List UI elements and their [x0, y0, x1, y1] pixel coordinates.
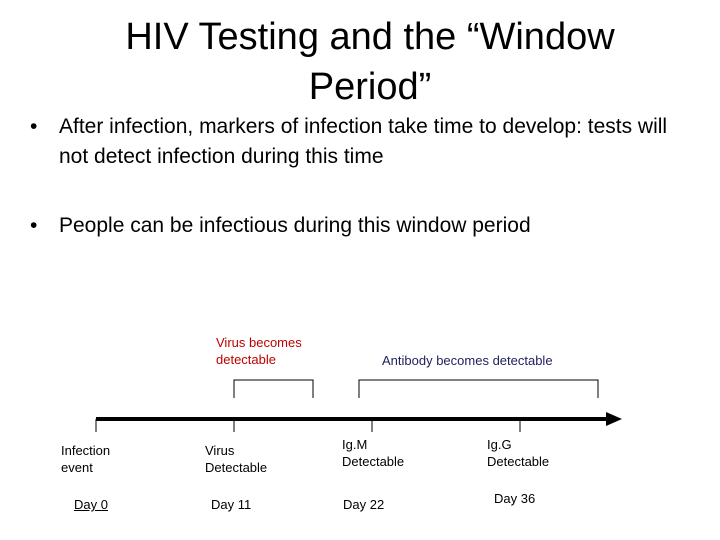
event-label-virus: Virus Detectable: [205, 443, 268, 475]
day-label-36: Day 36: [494, 491, 536, 506]
event-label-igg: Ig.G Detectable: [487, 437, 550, 469]
bullet-list: • After infection, markers of infection …: [30, 112, 700, 241]
antibody-bracket: [358, 379, 599, 398]
day-label-0: Day 0: [74, 497, 108, 512]
day-label-11: Day 11: [211, 497, 252, 512]
virus-bracket-label: Virus becomes detectable: [216, 335, 302, 367]
bullet-glyph: •: [30, 115, 38, 138]
bullet-text: People can be infectious during this win…: [59, 214, 531, 237]
bullet-item: • People can be infectious during this w…: [30, 211, 700, 241]
bullet-glyph: •: [30, 214, 38, 237]
virus-bracket: [233, 379, 314, 398]
event-label-igm: Ig.M Detectable: [342, 437, 405, 469]
day-label-22: Day 22: [343, 497, 385, 512]
bullet-text: After infection, markers of infection ta…: [59, 115, 668, 168]
timeline-arrowhead: [606, 412, 622, 426]
antibody-bracket-label: Antibody becomes detectable: [382, 353, 553, 368]
slide-title: HIV Testing and the “Window Period”: [125, 16, 615, 108]
bullet-item: • After infection, markers of infection …: [30, 112, 700, 172]
event-label-infection: Infection event: [61, 443, 111, 475]
